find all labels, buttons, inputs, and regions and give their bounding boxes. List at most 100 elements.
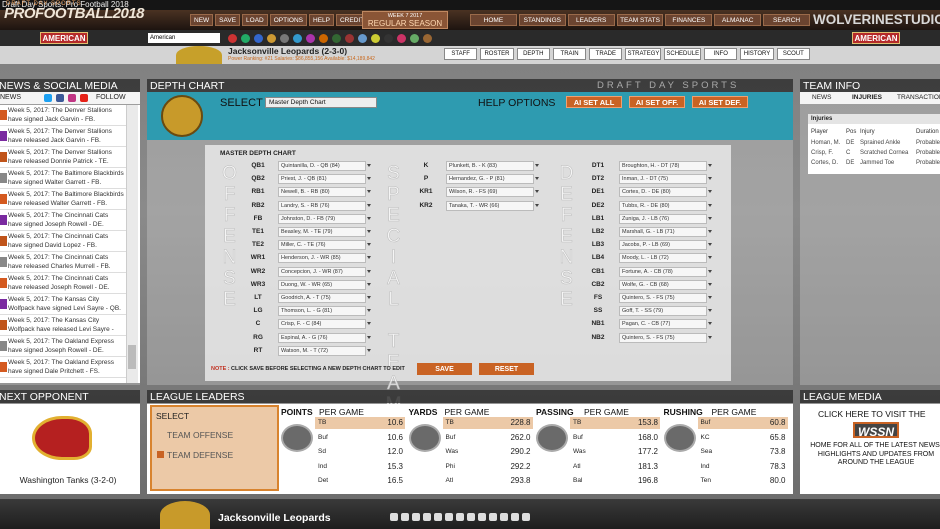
team-icon[interactable] bbox=[306, 34, 315, 43]
news-item[interactable]: Week 5, 2017: The Cincinnati Cats have s… bbox=[0, 231, 126, 252]
team-icon[interactable] bbox=[345, 34, 354, 43]
menu-button[interactable]: ALMANAC bbox=[714, 14, 762, 26]
player-select[interactable]: Thomson, L. - G (81) bbox=[278, 306, 366, 317]
footer-icon[interactable] bbox=[478, 513, 486, 521]
footer-icon[interactable] bbox=[412, 513, 420, 521]
news-item[interactable]: Week 5, 2017: The Kansas City Wolfpack h… bbox=[0, 315, 126, 336]
news-item[interactable]: Week 5, 2017: The Baltimore Blackbirds h… bbox=[0, 189, 126, 210]
menu-button[interactable]: SAVE bbox=[215, 14, 241, 26]
social-icon[interactable] bbox=[80, 94, 88, 102]
player-select[interactable]: Priest, J. - QB (81) bbox=[278, 174, 366, 185]
footer-icon[interactable] bbox=[489, 513, 497, 521]
nav-button[interactable]: TRADE bbox=[589, 48, 623, 60]
player-select[interactable]: Goff, T. - SS (79) bbox=[619, 306, 707, 317]
player-select[interactable]: Landry, S. - RB (76) bbox=[278, 200, 366, 211]
footer-icon[interactable] bbox=[434, 513, 442, 521]
nav-button[interactable]: SCOUT bbox=[776, 48, 810, 60]
news-item[interactable]: Week 5, 2017: The Baltimore Blackbirds h… bbox=[0, 168, 126, 189]
leader-option[interactable]: TEAM OFFENSE bbox=[167, 430, 234, 440]
social-icon[interactable] bbox=[56, 94, 64, 102]
team-icon[interactable] bbox=[423, 34, 432, 43]
depth-dropdown[interactable]: Master Depth Chart bbox=[265, 97, 377, 108]
news-item[interactable]: Week 5, 2017: The Denver Stallions have … bbox=[0, 147, 126, 168]
player-select[interactable]: Pagan, C. - CB (77) bbox=[619, 319, 707, 330]
team-icon[interactable] bbox=[228, 34, 237, 43]
follow-label[interactable]: FOLLOW bbox=[96, 94, 126, 101]
news-item[interactable]: Week 5, 2017: The Oakland Express have s… bbox=[0, 357, 126, 378]
menu-button[interactable]: LEADERS bbox=[567, 14, 615, 26]
team-icon[interactable] bbox=[410, 34, 419, 43]
player-select[interactable]: Henderson, J. - WR (85) bbox=[278, 253, 366, 264]
player-select[interactable]: Tubbs, R. - DE (80) bbox=[619, 200, 707, 211]
news-tab[interactable]: NEWS bbox=[0, 94, 21, 101]
media-body[interactable] bbox=[800, 404, 940, 494]
team-icon[interactable] bbox=[319, 34, 328, 43]
player-select[interactable]: Broughton, H. - DT (78) bbox=[619, 161, 707, 171]
player-select[interactable]: Cortes, D. - DE (80) bbox=[619, 187, 707, 198]
info-tab[interactable]: NEWS bbox=[812, 94, 832, 101]
player-select[interactable]: Fortune, A. - CB (78) bbox=[619, 266, 707, 277]
menu-button[interactable]: SEARCH bbox=[763, 14, 811, 26]
player-select[interactable]: Marshall, G. - LB (71) bbox=[619, 227, 707, 237]
team-icon[interactable] bbox=[332, 34, 341, 43]
team-icon[interactable] bbox=[280, 34, 289, 43]
nav-button[interactable]: DEPTH bbox=[516, 48, 550, 60]
player-select[interactable]: Tanaka, T. - WR (66) bbox=[446, 200, 534, 211]
menu-button[interactable]: OPTIONS bbox=[269, 14, 307, 26]
nav-button[interactable]: ROSTER bbox=[480, 48, 514, 60]
player-select[interactable]: Plunkett, B. - K (83) bbox=[446, 161, 534, 171]
nav-button[interactable]: HISTORY bbox=[740, 48, 774, 60]
team-icon[interactable] bbox=[293, 34, 302, 43]
player-select[interactable]: Miller, C. - TE (76) bbox=[278, 240, 366, 251]
player-select[interactable]: Moody, L. - LB (72) bbox=[619, 253, 707, 264]
team-icon[interactable] bbox=[384, 34, 393, 43]
leader-option[interactable]: TEAM DEFENSE bbox=[167, 450, 234, 460]
conference-dropdown[interactable]: American bbox=[148, 33, 220, 43]
player-select[interactable]: Goodrich, A. - T (75) bbox=[278, 293, 366, 303]
team-icon[interactable] bbox=[397, 34, 406, 43]
player-select[interactable]: Newell, B. - RB (80) bbox=[278, 187, 366, 198]
social-icon[interactable] bbox=[44, 94, 52, 102]
team-icon[interactable] bbox=[267, 34, 276, 43]
ai-button[interactable]: AI SET OFF. bbox=[629, 96, 685, 108]
news-item[interactable]: Week 5, 2017: The Cincinnati Cats have s… bbox=[0, 210, 126, 231]
player-select[interactable]: Quintanilla, D. - QB (84) bbox=[278, 161, 366, 171]
team-icon[interactable] bbox=[371, 34, 380, 43]
player-select[interactable]: Concepcion, J. - WR (87) bbox=[278, 266, 366, 277]
nav-button[interactable]: TRAIN bbox=[552, 48, 587, 60]
opponent-helmet[interactable] bbox=[32, 416, 92, 460]
ai-button[interactable]: AI SET ALL bbox=[566, 96, 622, 108]
team-icon[interactable] bbox=[358, 34, 367, 43]
player-select[interactable]: Hernandez, G. - P (81) bbox=[446, 174, 534, 185]
player-select[interactable]: Wilson, R. - FS (69) bbox=[446, 187, 534, 198]
player-select[interactable]: Crisp, F. - C (84) bbox=[278, 319, 366, 330]
news-item[interactable]: Week 5, 2017: The Cincinnati Cats have r… bbox=[0, 252, 126, 273]
menu-button[interactable]: FINANCES bbox=[665, 14, 713, 26]
footer-icon[interactable] bbox=[423, 513, 431, 521]
nav-button[interactable]: STAFF bbox=[444, 48, 478, 60]
nav-button[interactable]: SCHEDULE bbox=[664, 48, 702, 60]
scroll-thumb[interactable] bbox=[128, 345, 136, 369]
menu-button[interactable]: NEW bbox=[190, 14, 214, 26]
news-item[interactable]: Week 5, 2017: The Kansas City Wolfpack h… bbox=[0, 294, 126, 315]
footer-icon[interactable] bbox=[522, 513, 530, 521]
player-select[interactable]: Espinal, A. - G (76) bbox=[278, 332, 366, 343]
save-button[interactable]: SAVE bbox=[417, 363, 472, 375]
ai-button[interactable]: AI SET DEF. bbox=[692, 96, 748, 108]
nav-button[interactable]: INFO bbox=[704, 48, 738, 60]
nav-button[interactable]: STRATEGY bbox=[625, 48, 662, 60]
player-select[interactable]: Wolfe, G. - CB (68) bbox=[619, 279, 707, 290]
news-item[interactable]: Week 5, 2017: The Oakland Express have s… bbox=[0, 336, 126, 357]
player-select[interactable]: Beasley, M. - TE (79) bbox=[278, 227, 366, 237]
team-icon[interactable] bbox=[254, 34, 263, 43]
footer-icon[interactable] bbox=[467, 513, 475, 521]
player-select[interactable]: Inman, J. - DT (75) bbox=[619, 174, 707, 185]
news-item[interactable]: Week 5, 2017: The Denver Stallions have … bbox=[0, 105, 126, 126]
footer-icon[interactable] bbox=[390, 513, 398, 521]
footer-icon[interactable] bbox=[511, 513, 519, 521]
footer-icon[interactable] bbox=[500, 513, 508, 521]
info-tab[interactable]: INJURIES bbox=[852, 94, 882, 101]
footer-icon[interactable] bbox=[401, 513, 409, 521]
player-select[interactable]: Johnston, D. - FB (79) bbox=[278, 213, 366, 224]
menu-button[interactable]: STANDINGS bbox=[518, 14, 566, 26]
